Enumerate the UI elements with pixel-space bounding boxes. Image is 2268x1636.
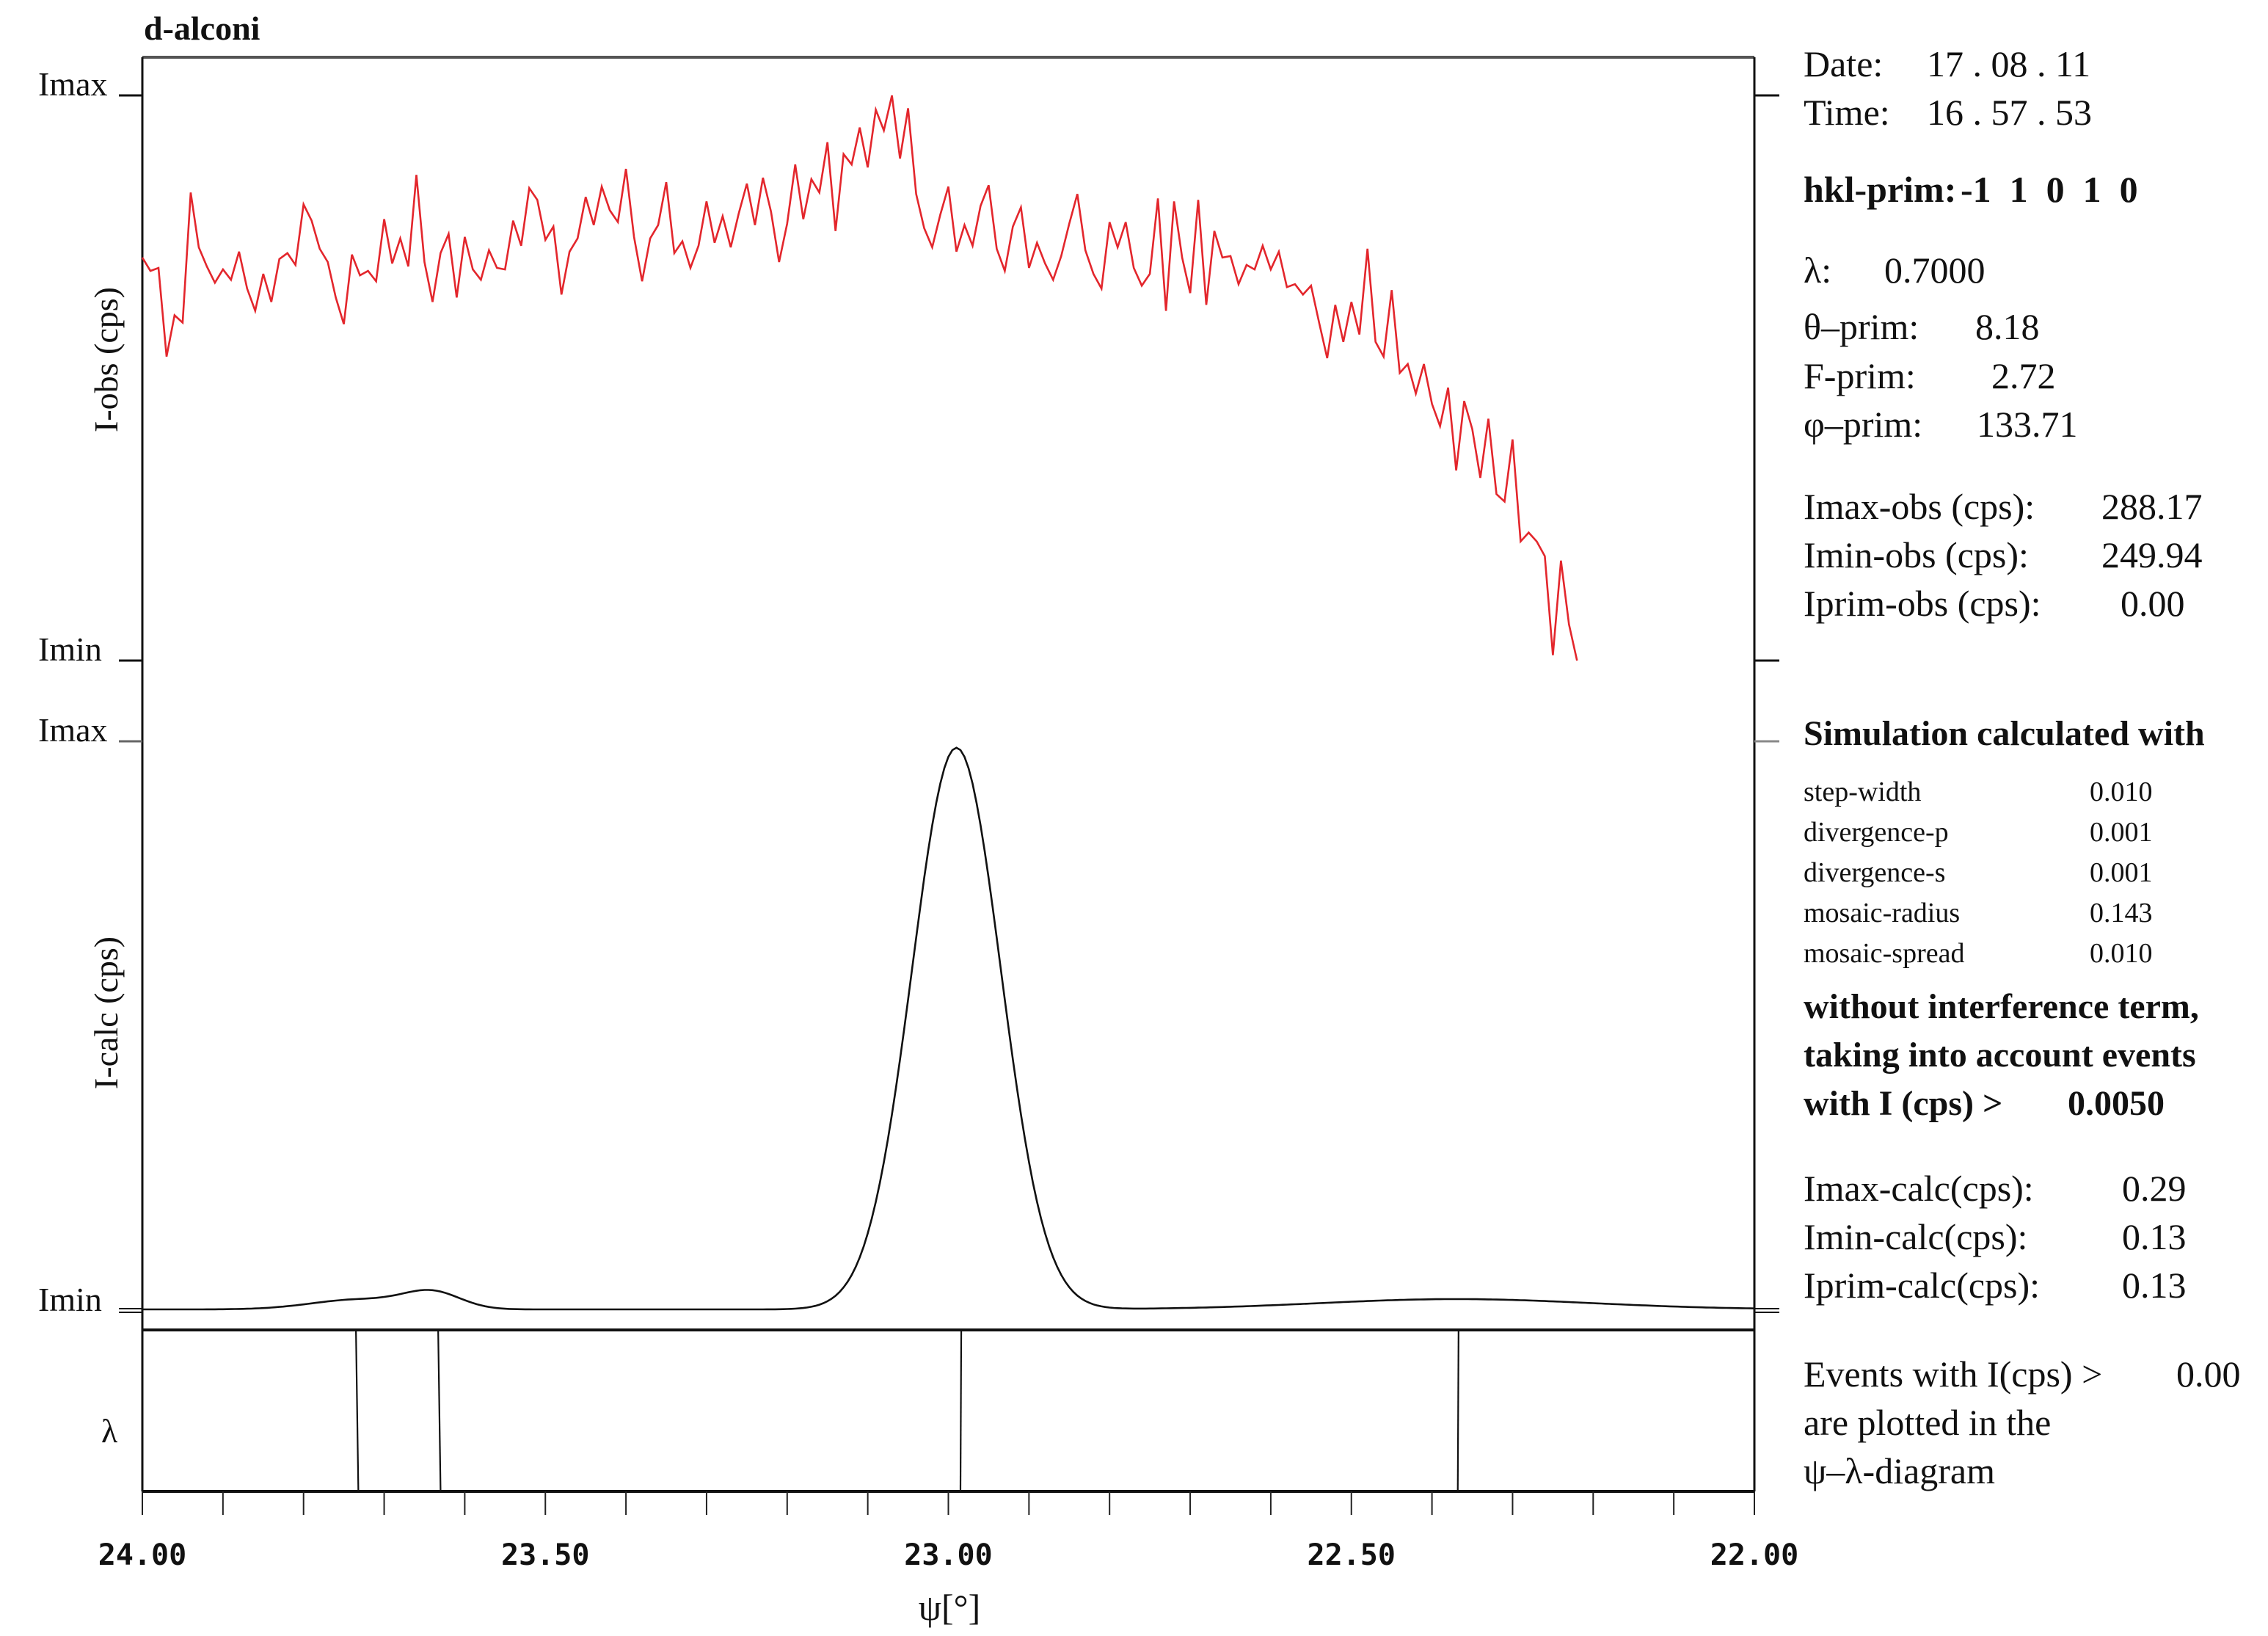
phi-label: φ–prim: xyxy=(1804,404,1923,445)
iprim-obs-value: 0.00 xyxy=(2121,583,2185,624)
event-line xyxy=(1456,1329,1459,1492)
x-tick-label: 23.00 xyxy=(904,1538,992,1572)
time-value: 16 . 57 . 53 xyxy=(1927,92,2092,133)
theta-value: 8.18 xyxy=(1975,306,2040,347)
sim-param-value: 0.010 xyxy=(2090,777,2153,807)
simulation-note-line2: taking into account events xyxy=(1804,1036,2196,1075)
x-tick-label: 22.00 xyxy=(1710,1538,1798,1572)
x-axis-ticks xyxy=(142,1491,1755,1515)
sim-param-value: 0.001 xyxy=(2090,817,2153,848)
lambda-axis-label: λ xyxy=(101,1412,118,1450)
date-value: 17 . 08 . 11 xyxy=(1927,43,2091,84)
imin-calc-value: 0.13 xyxy=(2122,1216,2187,1257)
y-axis-labels: Imax Imin Imax Imin I-obs (cps) I-calc (… xyxy=(38,65,125,1450)
f-prim-value: 2.72 xyxy=(1991,355,2056,396)
event-line xyxy=(355,1329,360,1492)
lower-imin-label: Imin xyxy=(38,1281,102,1318)
simulation-note-line1: without interference term, xyxy=(1804,987,2199,1026)
sim-param-name: divergence-p xyxy=(1804,817,1949,848)
sim-param-name: mosaic-radius xyxy=(1804,898,1961,928)
upper-imin-label: Imin xyxy=(38,630,102,668)
upper-imax-label: Imax xyxy=(38,65,108,103)
simulation-threshold-value: 0.0050 xyxy=(2068,1084,2165,1123)
sim-param-value: 0.143 xyxy=(2090,898,2153,928)
event-line xyxy=(437,1329,442,1492)
imax-obs-label: Imax-obs (cps): xyxy=(1804,486,2035,527)
x-tick-label: 23.50 xyxy=(501,1538,589,1572)
calculated-intensity-series xyxy=(142,746,1755,1311)
iprim-obs-label: Iprim-obs (cps): xyxy=(1804,583,2041,624)
time-label: Time: xyxy=(1804,92,1890,133)
event-line xyxy=(959,1329,963,1492)
imax-obs-value: 288.17 xyxy=(2101,486,2203,527)
lambda-label: λ: xyxy=(1804,250,1832,291)
psi-lambda-event-lines xyxy=(355,1329,1459,1492)
sim-param-value: 0.001 xyxy=(2090,857,2153,888)
events-line1-label: Events with I(cps) > xyxy=(1804,1353,2103,1395)
hkl-label: hkl-prim: xyxy=(1804,169,1957,210)
iprim-calc-label: Iprim-calc(cps): xyxy=(1804,1265,2041,1306)
observed-intensity-series xyxy=(141,95,1578,661)
imax-calc-value: 0.29 xyxy=(2122,1168,2187,1209)
imax-calc-label: Imax-calc(cps): xyxy=(1804,1168,2034,1209)
x-tick-label: 24.00 xyxy=(98,1538,186,1572)
lower-ylabel: I-calc (cps) xyxy=(87,937,125,1089)
date-label: Date: xyxy=(1804,43,1884,84)
lambda-value: 0.7000 xyxy=(1884,250,1986,291)
plot-frames xyxy=(119,56,1779,1493)
iprim-calc-value: 0.13 xyxy=(2122,1265,2187,1306)
f-prim-label: F-prim: xyxy=(1804,355,1916,396)
sim-param-name: step-width xyxy=(1804,777,1922,807)
theta-label: θ–prim: xyxy=(1804,306,1919,347)
upper-ylabel: I-obs (cps) xyxy=(87,287,125,432)
events-threshold-value: 0.00 xyxy=(2176,1353,2241,1395)
x-axis-tick-labels: 24.00 23.50 23.00 22.50 22.00 xyxy=(98,1538,1798,1572)
sim-param-name: divergence-s xyxy=(1804,857,1946,888)
simulation-heading: Simulation calculated with xyxy=(1804,714,2205,753)
phi-value: 133.71 xyxy=(1977,404,2078,445)
imin-obs-value: 249.94 xyxy=(2101,534,2203,575)
events-line2: are plotted in the xyxy=(1804,1402,2052,1443)
imin-calc-label: Imin-calc(cps): xyxy=(1804,1216,2028,1257)
imin-obs-label: Imin-obs (cps): xyxy=(1804,534,2029,575)
lower-imax-label: Imax xyxy=(38,711,108,749)
sim-param-value: 0.010 xyxy=(2090,938,2153,969)
x-tick-label: 22.50 xyxy=(1308,1538,1396,1572)
x-axis-label: ψ[°] xyxy=(919,1587,981,1628)
simulation-note-line3-label: with I (cps) > xyxy=(1804,1084,2003,1123)
sim-param-name: mosaic-spread xyxy=(1804,938,1965,969)
hkl-value: -1 1 0 1 0 xyxy=(1961,169,2138,210)
chart-title: d-alconi xyxy=(144,10,260,47)
events-line3: ψ–λ-diagram xyxy=(1804,1450,1996,1491)
